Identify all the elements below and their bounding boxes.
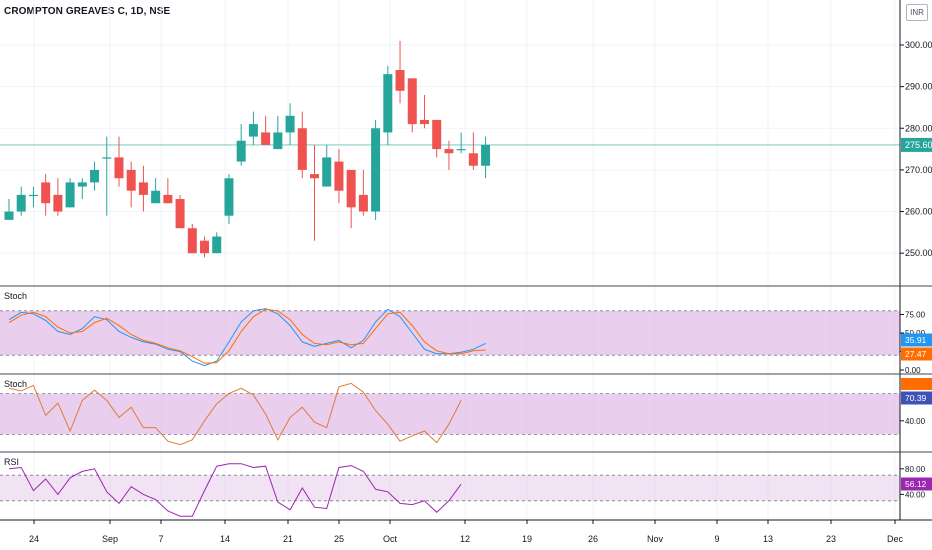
indicator-band bbox=[0, 310, 900, 356]
x-tick-label: 26 bbox=[588, 534, 598, 544]
x-tick-label: 14 bbox=[220, 534, 230, 544]
indicator-value-tag bbox=[901, 347, 932, 361]
candle-body bbox=[334, 161, 344, 191]
candle-body bbox=[285, 115, 295, 133]
indicator-series-line bbox=[8, 463, 462, 517]
candle-body bbox=[346, 169, 356, 208]
indicator-bands bbox=[0, 310, 900, 502]
indicator-name: RSI bbox=[4, 457, 19, 467]
x-tick-label: 12 bbox=[460, 534, 470, 544]
candle-body bbox=[444, 149, 454, 154]
x-tick-label: 13 bbox=[763, 534, 773, 544]
candle-body bbox=[383, 74, 393, 133]
indicator-tick-label: 40.00 bbox=[905, 417, 926, 426]
candle-body bbox=[456, 149, 466, 151]
candle-body bbox=[126, 169, 136, 191]
candle-body bbox=[28, 194, 38, 197]
price-tick-label: 270.00 bbox=[905, 165, 932, 175]
candle-body bbox=[77, 182, 87, 187]
candle-body bbox=[16, 194, 26, 212]
grid-lines bbox=[0, 0, 900, 520]
last-price-tag bbox=[901, 137, 932, 152]
indicator-tick-label: 40.00 bbox=[905, 490, 926, 499]
candle-body bbox=[371, 128, 381, 212]
x-tick-label: Dec bbox=[887, 534, 904, 544]
x-tick-label: 9 bbox=[714, 534, 719, 544]
symbol-title: CROMPTON GREAVES C, 1D, NSE bbox=[4, 6, 171, 17]
currency-button[interactable]: INR bbox=[906, 4, 928, 21]
candle-body bbox=[432, 119, 442, 150]
candle-body bbox=[138, 182, 148, 195]
indicator-tick-label: 0.00 bbox=[905, 366, 921, 375]
indicator-name: Stoch bbox=[4, 291, 27, 301]
candle-body bbox=[163, 194, 173, 204]
indicator-band bbox=[0, 475, 900, 501]
last-price-label: 275.60 bbox=[905, 140, 932, 150]
candle-body bbox=[151, 190, 161, 204]
candle-body bbox=[297, 128, 307, 170]
indicator-tick-label: 80.00 bbox=[905, 465, 926, 474]
candle-body bbox=[358, 194, 368, 212]
x-tick-label: 7 bbox=[158, 534, 163, 544]
candle-body bbox=[248, 124, 258, 137]
indicator-value-tag bbox=[901, 333, 932, 347]
x-tick-label: Nov bbox=[647, 534, 664, 544]
candle-body bbox=[236, 140, 246, 162]
indicator-value-label: 35.91 bbox=[905, 335, 927, 345]
price-candles bbox=[4, 40, 491, 258]
indicator-value-label: 56.12 bbox=[905, 479, 927, 489]
candle-body bbox=[212, 236, 222, 254]
candle-body bbox=[53, 194, 63, 212]
price-tick-label: 300.00 bbox=[905, 40, 932, 50]
indicator-tick-label: 75.00 bbox=[905, 311, 926, 320]
candle-body bbox=[468, 153, 478, 166]
x-tick-label: 21 bbox=[283, 534, 293, 544]
axes bbox=[0, 0, 932, 524]
candle-body bbox=[310, 174, 319, 179]
candle-body bbox=[200, 240, 210, 254]
candle-body bbox=[90, 169, 100, 183]
indicator-value-label: 27.47 bbox=[905, 349, 927, 359]
axis-labels: 250.00260.00270.00280.00290.00300.00275.… bbox=[4, 40, 932, 544]
x-tick-label: 19 bbox=[522, 534, 532, 544]
candle-body bbox=[187, 228, 197, 254]
candle-body bbox=[419, 119, 429, 125]
indicator-value-label: 70.39 bbox=[905, 393, 927, 403]
indicator-extra-tag bbox=[901, 378, 932, 390]
indicator-series-line bbox=[8, 308, 486, 364]
x-tick-label: 24 bbox=[29, 534, 39, 544]
indicator-lines bbox=[8, 308, 486, 517]
candle-body bbox=[175, 199, 185, 229]
candle-body bbox=[395, 69, 405, 91]
candle-body bbox=[114, 157, 124, 179]
x-tick-label: 23 bbox=[826, 534, 836, 544]
indicator-name: Stoch bbox=[4, 379, 27, 389]
price-tick-label: 250.00 bbox=[905, 248, 932, 258]
candle-body bbox=[224, 178, 234, 216]
price-tick-label: 280.00 bbox=[905, 123, 932, 133]
candle-body bbox=[407, 78, 417, 125]
indicator-value-tag bbox=[901, 391, 932, 405]
candle-body bbox=[65, 182, 75, 208]
candle-body bbox=[4, 211, 14, 220]
candle-body bbox=[322, 157, 332, 187]
candle-body bbox=[261, 132, 271, 145]
x-tick-label: Oct bbox=[383, 534, 398, 544]
price-tick-label: 260.00 bbox=[905, 207, 932, 217]
price-tick-label: 290.00 bbox=[905, 82, 932, 92]
indicator-series-line bbox=[8, 382, 462, 446]
indicator-series-line bbox=[8, 308, 486, 367]
candle-body bbox=[102, 157, 112, 159]
candle-body bbox=[41, 182, 51, 204]
indicator-value-tag bbox=[901, 477, 932, 491]
candle-body bbox=[273, 132, 283, 150]
x-tick-label: 25 bbox=[334, 534, 344, 544]
x-tick-label: Sep bbox=[102, 534, 118, 544]
candle-body bbox=[481, 144, 491, 166]
